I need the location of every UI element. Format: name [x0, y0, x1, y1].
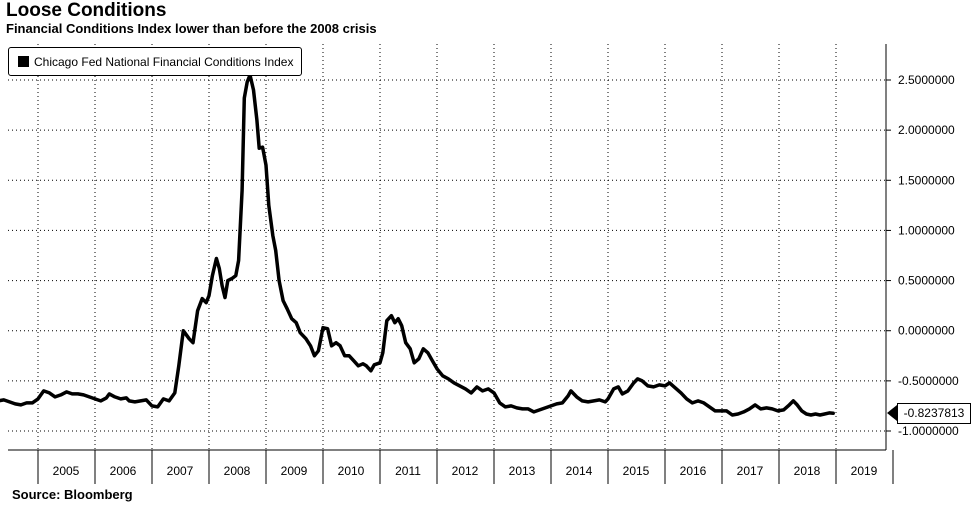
y-tick-label: -0.5000000	[898, 374, 959, 388]
y-tick-label: 2.0000000	[898, 123, 955, 137]
x-tick-label: 2013	[509, 464, 536, 478]
y-tick-label: 1.0000000	[898, 223, 955, 237]
legend-label: Chicago Fed National Financial Condition…	[34, 54, 294, 69]
x-tick-label: 2012	[452, 464, 479, 478]
last-value-pointer	[887, 405, 897, 421]
x-tick-label: 2006	[110, 464, 137, 478]
y-tick-label: 0.0000000	[898, 324, 955, 338]
x-tick-label: 2005	[53, 464, 80, 478]
source-note: Source: Bloomberg	[12, 487, 133, 502]
x-tick-label: 2017	[737, 464, 764, 478]
chart-legend[interactable]: Chicago Fed National Financial Condition…	[8, 47, 303, 76]
y-tick-label: 0.5000000	[898, 274, 955, 288]
last-value-badge: -0.8237813	[897, 403, 971, 424]
x-tick-label: 2016	[680, 464, 707, 478]
x-tick-label: 2010	[338, 464, 365, 478]
y-tick-label: 2.5000000	[898, 73, 955, 87]
x-tick-label: 2007	[167, 464, 194, 478]
x-tick-label: 2009	[281, 464, 308, 478]
x-tick-label: 2014	[566, 464, 593, 478]
legend-swatch	[18, 56, 29, 67]
x-tick-label: 2018	[794, 464, 821, 478]
x-tick-label: 2015	[623, 464, 650, 478]
y-tick-label: -1.0000000	[898, 424, 959, 438]
x-tick-label: 2008	[224, 464, 251, 478]
x-tick-label: 2011	[395, 464, 421, 478]
x-tick-label: 2019	[851, 464, 878, 478]
series-line	[0, 73, 835, 417]
chart-subtitle: Financial Conditions Index lower than be…	[6, 21, 377, 36]
y-tick-label: 1.5000000	[898, 173, 955, 187]
chart-title: Loose Conditions	[6, 0, 167, 21]
